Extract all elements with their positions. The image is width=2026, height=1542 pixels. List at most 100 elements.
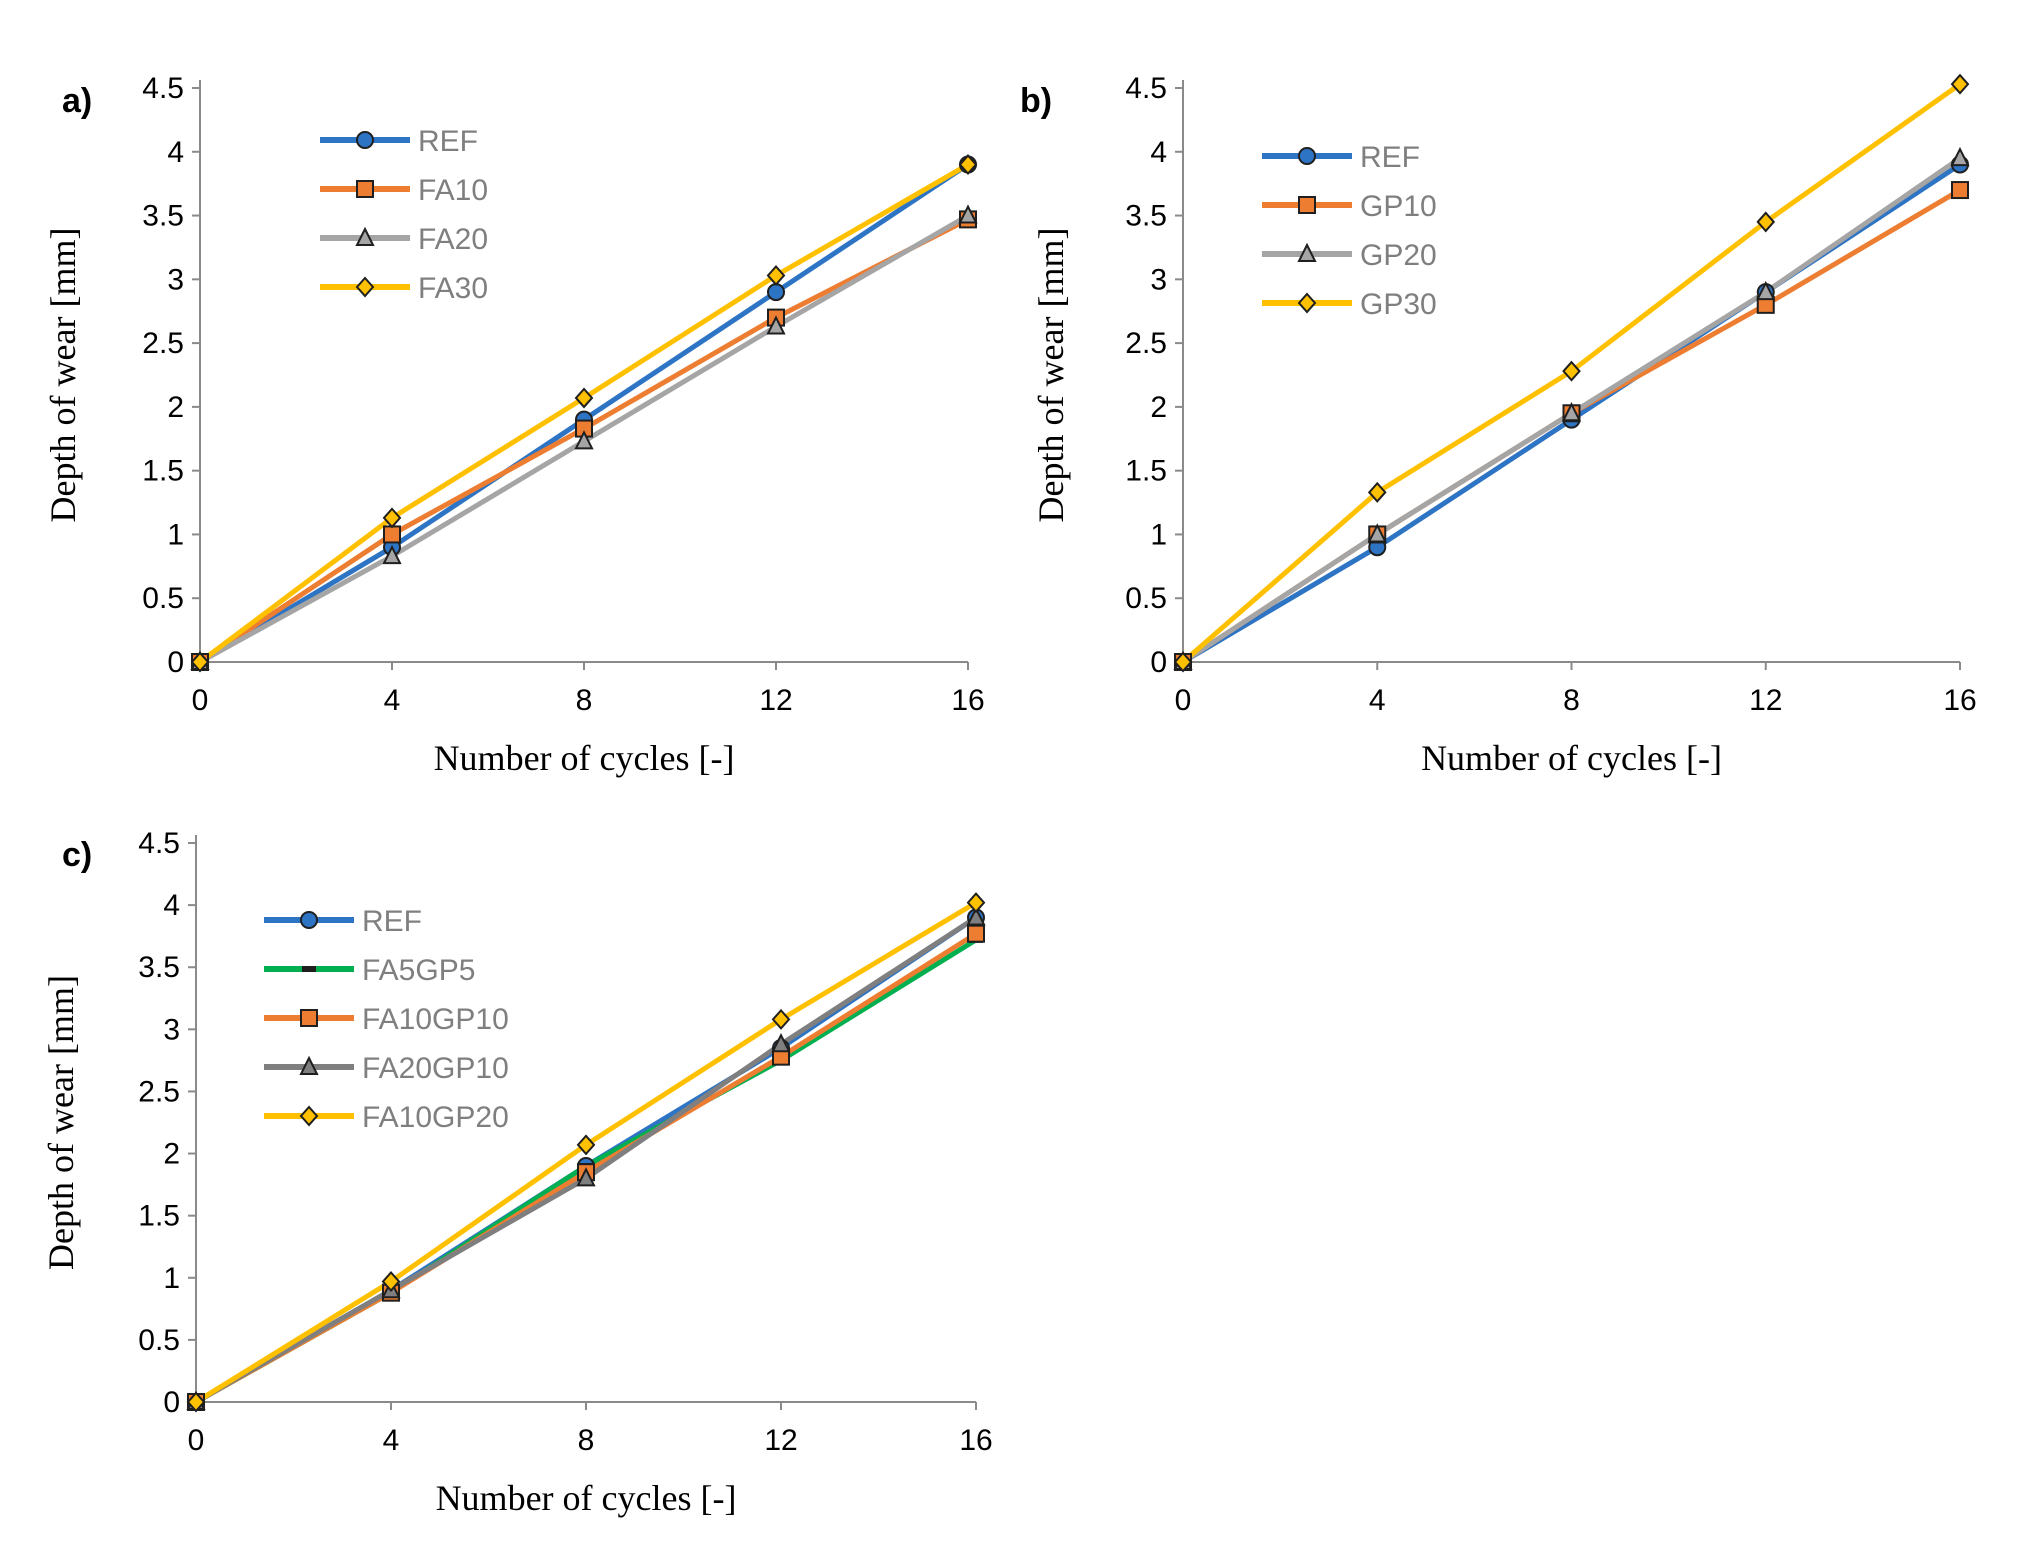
data-point-FA10GP20	[771, 1008, 791, 1030]
data-point-FA20GP10	[966, 906, 986, 926]
x-tick-label: 4	[1369, 684, 1386, 717]
legend-marker-FA20	[355, 226, 375, 246]
x-tick-label: 0	[192, 684, 209, 717]
data-point-FA20	[574, 430, 594, 450]
y-tick-label: 0.5	[142, 582, 184, 615]
x-tick-label: 4	[383, 1424, 400, 1457]
y-tick-label: 2	[167, 391, 184, 424]
data-point-FA10GP20	[966, 892, 986, 914]
data-point-GP30	[1367, 481, 1387, 503]
y-tick-label: 2.5	[138, 1075, 180, 1108]
x-axis-label: Number of cycles [-]	[436, 1478, 737, 1518]
y-tick-label: 1.5	[1125, 455, 1167, 488]
y-axis-label: Depth of wear [mm]	[43, 228, 83, 523]
y-axis-label: Depth of wear [mm]	[1031, 228, 1071, 523]
data-point-REF	[767, 283, 785, 302]
data-point-FA10GP20	[576, 1134, 596, 1156]
data-point-FA20	[958, 204, 978, 224]
x-tick-label: 12	[759, 684, 792, 717]
legend-label-FA30: FA30	[418, 272, 488, 305]
y-tick-label: 1	[167, 518, 184, 551]
legend-label-FA10: FA10	[418, 174, 488, 207]
y-tick-label: 0.5	[138, 1324, 180, 1357]
chart-panel-b: 0 0.5 1 1.5 2 2.5 3 3.5 4 4.5 0 4 8 12 16 Number of cyc…	[1020, 72, 1977, 778]
data-point-GP20	[1561, 402, 1582, 422]
data-point-GP30	[1562, 360, 1581, 382]
y-tick-label: 4	[167, 136, 184, 169]
y-tick-label: 2	[163, 1138, 180, 1171]
x-tick-label: 16	[1943, 684, 1976, 717]
legend-label-GP20: GP20	[1360, 239, 1437, 272]
data-point-FA30	[190, 651, 210, 673]
y-axis-label: Depth of wear [mm]	[41, 975, 81, 1270]
x-tick-label: 16	[959, 1424, 992, 1457]
x-axis-label: Number of cycles [-]	[1421, 738, 1722, 778]
panel-label: a)	[62, 82, 92, 120]
x-tick-label: 0	[1175, 684, 1192, 717]
legend-label-REF: REF	[418, 125, 478, 158]
x-tick-label: 8	[576, 684, 593, 717]
data-point-GP30	[1756, 211, 1776, 233]
legend-marker-FA20GP10	[299, 1055, 319, 1075]
chart-panel-c: 0 0.5 1 1.5 2 2.5 3 3.5 4 4.5 0 4 8 12 16 Number of cyc…	[41, 827, 993, 1518]
data-point-FA20GP10	[576, 1167, 596, 1187]
data-point-FA10	[383, 525, 401, 544]
legend-marker-FA5GP5	[302, 966, 316, 972]
data-point-GP10	[1951, 181, 1969, 200]
y-tick-label: 3	[163, 1013, 180, 1046]
y-tick-label: 3.5	[1125, 200, 1167, 233]
y-tick-label: 4.5	[138, 827, 180, 860]
legend-marker-FA30	[355, 276, 375, 298]
y-tick-label: 4.5	[1125, 72, 1167, 105]
data-point-GP30	[1950, 73, 1970, 95]
legend-marker-GP30	[1297, 292, 1317, 314]
x-tick-label: 0	[188, 1424, 205, 1457]
y-tick-label: 0	[1150, 646, 1167, 679]
y-tick-label: 3	[167, 263, 184, 296]
legend: REF FA5GP5 FA10GP10 FA20GP10 FA10GP20	[264, 905, 509, 1134]
panel-label: b)	[1020, 82, 1052, 120]
y-tick-label: 1.5	[142, 455, 184, 488]
data-point-GP20	[1756, 280, 1776, 301]
y-tick-label: 2.5	[1125, 327, 1167, 360]
legend-marker-REF	[1298, 147, 1316, 165]
y-tick-label: 0.5	[1125, 582, 1167, 615]
data-point-FA20	[766, 315, 786, 335]
x-tick-label: 16	[951, 684, 984, 717]
data-point-GP20	[1950, 146, 1970, 167]
legend-label-FA20GP10: FA20GP10	[362, 1052, 509, 1085]
legend-marker-GP20	[1297, 242, 1317, 262]
x-tick-label: 12	[1749, 684, 1782, 717]
legend-label-REF: REF	[362, 905, 422, 938]
data-point-FA30	[958, 154, 978, 176]
x-tick-label: 4	[384, 684, 401, 717]
legend-label-GP10: GP10	[1360, 190, 1437, 223]
y-tick-label: 3.5	[142, 200, 184, 233]
x-axis-label: Number of cycles [-]	[434, 738, 735, 778]
y-tick-label: 2	[1150, 391, 1167, 424]
x-tick-label: 8	[578, 1424, 595, 1457]
legend-label-GP30: GP30	[1360, 288, 1437, 321]
chart-panel-a: 0 0.5 1 1.5 2 2.5 3 3.5 4 4.5 0 4 8 12 16 Number of cyc…	[43, 72, 985, 778]
legend-label-FA10GP20: FA10GP20	[362, 1101, 509, 1134]
data-point-FA30	[574, 387, 594, 409]
y-tick-label: 0	[167, 646, 184, 679]
y-tick-label: 4.5	[142, 72, 184, 105]
legend-marker-GP10	[1298, 196, 1316, 214]
data-point-FA10GP20	[186, 1391, 206, 1413]
y-tick-label: 3.5	[138, 951, 180, 984]
legend-marker-REF	[300, 911, 318, 929]
y-tick-label: 4	[163, 889, 180, 922]
data-point-GP20	[1367, 523, 1387, 543]
y-tick-label: 1	[163, 1262, 180, 1295]
legend-label-REF: REF	[1360, 141, 1420, 174]
legend: REF GP10 GP20 GP30	[1262, 141, 1437, 321]
data-point-GP30	[1173, 651, 1193, 673]
x-tick-label: 12	[764, 1424, 797, 1457]
y-tick-label: 2.5	[142, 327, 184, 360]
data-point-FA20	[382, 544, 402, 565]
data-point-FA10GP10	[967, 924, 985, 943]
legend-label-FA5GP5: FA5GP5	[362, 954, 475, 987]
legend-marker-FA10GP20	[299, 1105, 319, 1127]
